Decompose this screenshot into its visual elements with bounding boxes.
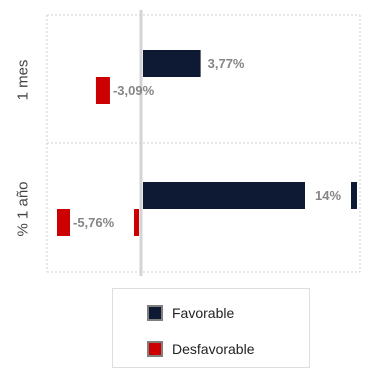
chart-legend: Favorable Desfavorable <box>112 288 310 368</box>
label-box-desfavorable-1-ano <box>70 209 134 236</box>
plot-frame <box>46 14 361 273</box>
label-favorable-1-mes: 3,77% <box>208 56 245 71</box>
legend-item-favorable: Favorable <box>147 303 234 323</box>
bar-favorable-1-mes <box>143 50 201 77</box>
legend-label-favorable: Favorable <box>172 305 235 321</box>
legend-swatch-desfavorable <box>147 341 163 357</box>
label-desfavorable-1-ano: -5,76% <box>73 215 115 230</box>
label-desfavorable-1-mes: -3,09% <box>113 83 155 98</box>
category-label-1-mes: 1 mes <box>15 60 32 101</box>
legend-item-desfavorable: Desfavorable <box>147 339 255 359</box>
label-box-favorable-1-ano <box>305 182 351 209</box>
legend-label-desfavorable: Desfavorable <box>172 341 255 357</box>
bar-chart: 1 mes % 1 año 3,77% -3,09% 14% -5,76% <box>15 10 361 276</box>
bar-desfavorable-1-mes <box>95 77 110 104</box>
legend-swatch-favorable <box>147 305 163 321</box>
category-label-1-ano: % 1 año <box>15 181 32 236</box>
label-favorable-1-ano: 14% <box>315 188 341 203</box>
bar-marks: 3,77% -3,09% 14% -5,76% <box>57 50 357 236</box>
